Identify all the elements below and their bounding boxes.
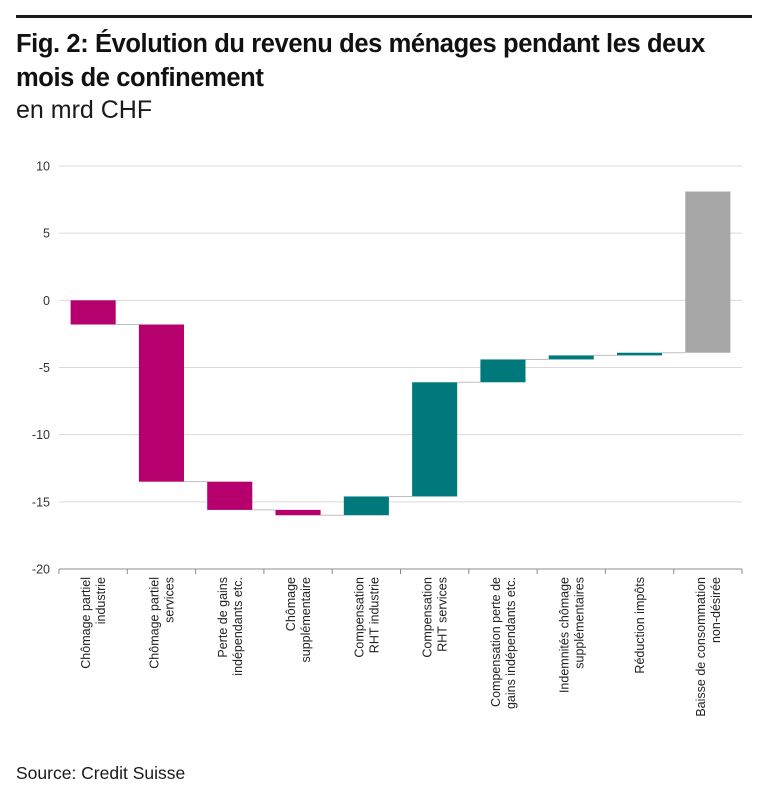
y-tick-label: -5 — [39, 361, 50, 375]
category-label-line: RHT industrie — [367, 577, 381, 653]
category-label-line: indépendants etc. — [231, 577, 245, 676]
category-label: Chômage partiel services — [147, 577, 176, 669]
category-label-line: Indemnités chômage — [557, 577, 571, 693]
category-label: Réduction impôts — [633, 577, 647, 674]
category-label-line: Chômage partiel — [79, 577, 93, 669]
waterfall-bar — [138, 324, 184, 482]
y-tick-label: 10 — [36, 160, 50, 174]
category-label-line: RHT services — [436, 577, 450, 652]
bars — [70, 191, 731, 516]
category-label-line: Compensation perte de — [489, 577, 503, 707]
category-label-line: industrie — [94, 577, 108, 624]
category-labels: Chômage partiel industrie Chômage partiel s… — [79, 577, 723, 717]
category-label-line: Compensation — [352, 577, 366, 658]
category-label: Chômage supplémentaire — [284, 577, 313, 663]
connectors — [115, 324, 686, 516]
category-label-line: Réduction impôts — [633, 577, 647, 674]
category-label: Baisse de consommation non-désirée — [694, 577, 723, 717]
waterfall-bar — [685, 191, 731, 353]
category-label-line: Baisse de consommation — [694, 577, 708, 717]
y-tick-label: 0 — [43, 294, 50, 308]
chart-subtitle: en mrd CHF — [16, 96, 153, 124]
category-label-line: non-désirée — [709, 577, 723, 643]
waterfall-bar — [343, 496, 389, 516]
top-rule — [16, 15, 752, 18]
axis: 10 5 0 -5 -10 -15 -20 — [32, 160, 743, 577]
source-note: Source: Credit Suisse — [16, 763, 186, 783]
waterfall-bar — [412, 382, 458, 497]
category-label-line: Compensation — [421, 577, 435, 658]
category-label-line: Chômage — [284, 577, 298, 631]
y-tick-label: -15 — [32, 495, 50, 509]
category-label: Compensation perte de gains indépendants … — [489, 577, 518, 709]
waterfall-bar — [207, 481, 253, 510]
waterfall-bar — [548, 355, 594, 360]
y-tick-label: -20 — [32, 563, 50, 577]
category-label: Compensation RHT services — [421, 577, 450, 658]
category-label-line: services — [162, 577, 176, 623]
y-tick-label: 5 — [43, 227, 50, 241]
category-label: Indemnités chômage supplémentaires — [557, 577, 586, 693]
category-label-line: supplémentaires — [572, 577, 586, 669]
category-label-line: Chômage partiel — [147, 577, 161, 669]
category-label: Chômage partiel industrie — [79, 577, 108, 669]
waterfall-bar — [617, 352, 663, 356]
category-label-line: Perte de gains — [216, 577, 230, 658]
waterfall-bar — [480, 359, 526, 383]
chart-title: Fig. 2: Évolution du revenu des ménages … — [16, 30, 705, 92]
waterfall-bar — [275, 509, 321, 516]
category-label-line: gains indépendants etc. — [504, 577, 518, 709]
category-label-line: supplémentaire — [299, 577, 313, 663]
category-label: Perte de gains indépendants etc. — [216, 577, 245, 676]
waterfall-bar — [70, 300, 116, 325]
y-tick-label: -10 — [32, 428, 50, 442]
category-label: Compensation RHT industrie — [352, 577, 381, 658]
